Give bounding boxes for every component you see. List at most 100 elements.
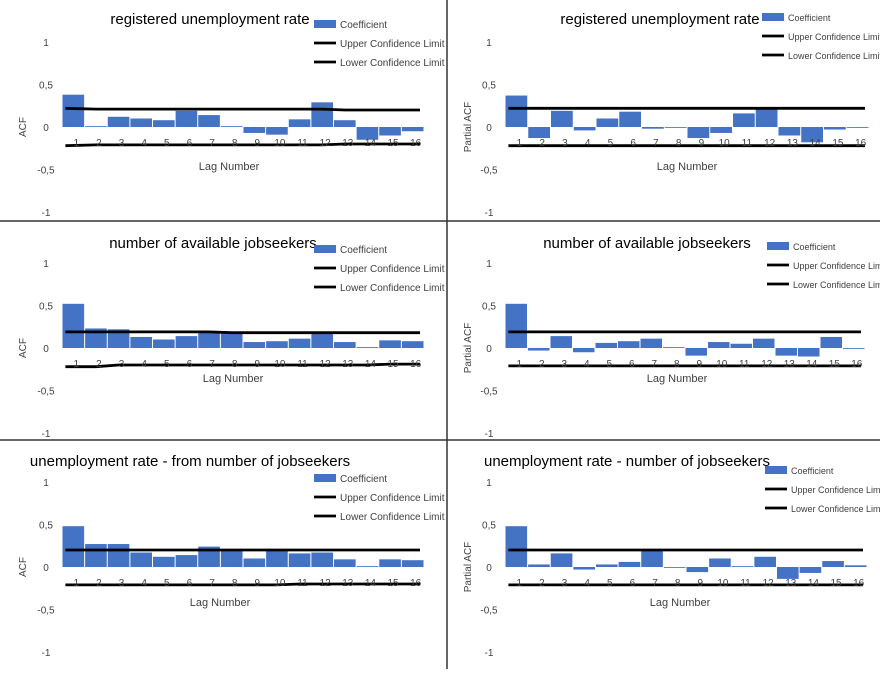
coefficient-bar	[153, 339, 175, 348]
x-tick-label: 11	[297, 359, 308, 370]
y-tick-label: 1	[43, 478, 49, 489]
x-axis-label: Lag Number	[650, 597, 711, 609]
x-tick-label: 7	[209, 578, 215, 589]
coefficient-bar	[356, 566, 379, 567]
y-tick-label: 1	[486, 38, 492, 49]
legend: Coefficient Upper Confidence Limit Lower C…	[765, 466, 880, 514]
x-tick-label: 7	[653, 138, 659, 149]
coefficient-bar	[663, 567, 686, 568]
coefficient-bar	[401, 127, 424, 132]
legend-swatch-coefficient	[314, 474, 336, 482]
x-tick-label: 6	[187, 359, 193, 370]
x-tick-label: 14	[365, 138, 377, 149]
coefficient-bar	[62, 94, 85, 127]
coefficient-bar	[730, 343, 752, 348]
chart-panel-6: unemployment rate - number of jobseekers…	[463, 453, 880, 659]
x-tick-label: 1	[516, 359, 522, 370]
legend-label-upper: Upper Confidence Limit	[340, 39, 445, 50]
coefficient-bar	[573, 348, 595, 353]
y-tick-label: -0,5	[37, 606, 55, 617]
chart-title: number of available jobseekers	[109, 235, 317, 252]
x-tick-label: 3	[119, 578, 125, 589]
x-tick-label: 6	[187, 138, 193, 149]
x-tick-label: 13	[342, 138, 354, 149]
y-tick-label: 0	[43, 344, 49, 355]
x-tick-label: 9	[255, 578, 261, 589]
legend: Coefficient Upper Confidence Limit Lower C…	[314, 20, 445, 69]
x-tick-label: 14	[808, 578, 820, 589]
x-tick-label: 8	[232, 138, 238, 149]
coefficient-bar	[175, 110, 198, 127]
x-axis-label: Lag Number	[203, 373, 264, 385]
upper-confidence-line	[65, 330, 420, 335]
y-tick-label: -1	[42, 648, 51, 659]
x-tick-label: 16	[855, 138, 867, 149]
coefficient-bar	[551, 110, 573, 127]
x-tick-label: 15	[388, 359, 400, 370]
legend-label-coefficient: Coefficient	[340, 245, 387, 256]
x-axis-label: Lag Number	[199, 161, 260, 173]
y-tick-label: 0,5	[39, 521, 53, 532]
coefficient-bar	[130, 336, 152, 348]
coefficient-bar	[198, 331, 220, 348]
y-axis-label: ACF	[18, 338, 29, 358]
coefficient-bar	[85, 544, 107, 567]
x-tick-label: 12	[763, 578, 775, 589]
y-tick-label: -1	[485, 208, 494, 219]
coefficient-bar	[753, 338, 775, 348]
x-axis-label: Lag Number	[190, 597, 251, 609]
x-tick-label: 15	[831, 578, 843, 589]
x-tick-label: 3	[561, 359, 567, 370]
coefficient-bar	[640, 338, 662, 348]
coefficient-bar	[755, 109, 778, 127]
y-tick-label: 1	[43, 259, 49, 270]
x-tick-label: 8	[232, 578, 238, 589]
x-tick-label: 13	[787, 138, 799, 149]
x-tick-label: 3	[119, 138, 125, 149]
x-tick-label: 5	[164, 359, 170, 370]
legend-label-upper: Upper Confidence Limit	[788, 32, 880, 42]
x-tick-label: 9	[255, 359, 261, 370]
x-tick-label: 3	[119, 359, 125, 370]
x-tick-label: 2	[539, 138, 545, 149]
x-tick-label: 7	[652, 578, 658, 589]
x-tick-label: 16	[410, 578, 422, 589]
lower-confidence-line	[65, 142, 420, 148]
coefficient-bar	[550, 336, 572, 348]
coefficient-bar	[379, 559, 401, 567]
legend-label-coefficient: Coefficient	[793, 242, 836, 252]
coefficient-bar	[844, 565, 867, 567]
x-tick-label: 9	[699, 138, 705, 149]
x-tick-label: 16	[851, 359, 863, 370]
x-tick-label: 11	[297, 138, 308, 149]
y-tick-label: -1	[485, 429, 494, 440]
coefficient-bar	[401, 341, 424, 348]
x-tick-label: 9	[696, 359, 702, 370]
x-tick-label: 15	[388, 578, 400, 589]
coefficient-bar	[334, 559, 356, 567]
x-tick-label: 2	[96, 578, 102, 589]
legend-label-coefficient: Coefficient	[340, 20, 387, 31]
x-tick-label: 2	[539, 359, 545, 370]
coefficient-bar	[153, 556, 175, 567]
x-tick-label: 8	[674, 359, 680, 370]
coefficient-bar	[62, 526, 85, 567]
x-tick-label: 10	[716, 359, 728, 370]
upper-confidence-line	[65, 106, 420, 112]
coefficient-bar	[288, 338, 311, 348]
coefficient-bar	[754, 556, 776, 567]
x-tick-label: 8	[232, 359, 238, 370]
chart-title: number of available jobseekers	[543, 235, 751, 252]
coefficient-bar	[505, 303, 527, 348]
x-tick-label: 15	[829, 359, 841, 370]
x-tick-label: 4	[584, 578, 590, 589]
lower-confidence-line	[65, 362, 420, 369]
y-axis-label: Partial ACF	[463, 542, 474, 593]
legend: Coefficient Upper Confidence Limit Lower C…	[314, 474, 445, 523]
x-tick-label: 8	[676, 138, 682, 149]
coefficient-bar	[731, 566, 754, 567]
x-tick-label: 13	[342, 359, 354, 370]
coefficient-bar	[664, 127, 687, 128]
x-tick-label: 10	[274, 578, 286, 589]
